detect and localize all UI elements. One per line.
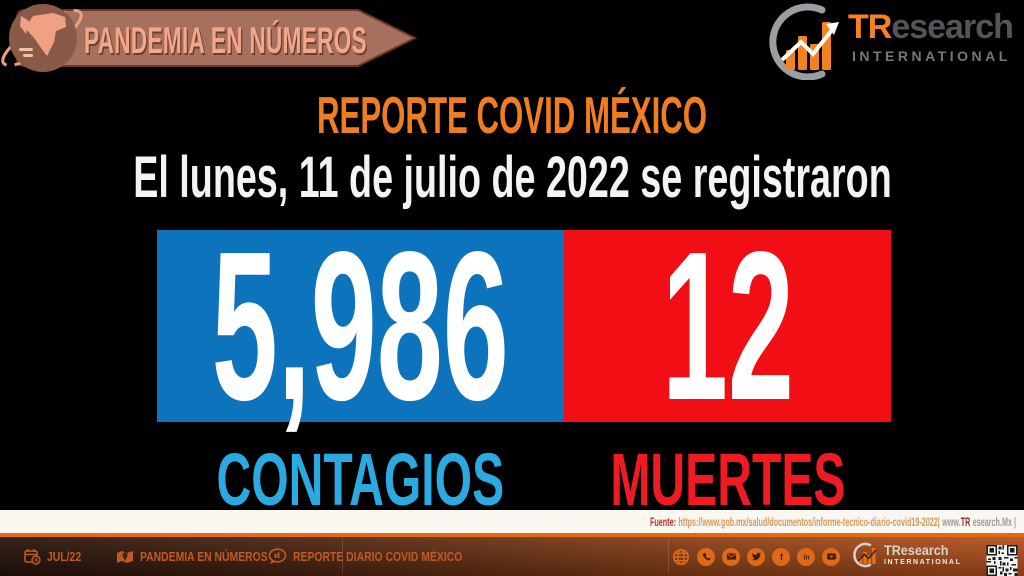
brand-subtitle: INTERNATIONAL — [852, 48, 1011, 64]
source-label: Fuente: — [650, 514, 677, 529]
footer-report-group: REPORTE DIARIO COVID MÉXICO — [268, 537, 505, 576]
footer-report-name: REPORTE DIARIO COVID MÉXICO — [293, 549, 463, 564]
contagios-label: CONTAGIOS — [216, 437, 505, 521]
speech-bubble-icon — [268, 548, 287, 564]
muertes-label-row: MUERTES — [564, 438, 891, 521]
svg-text:f: f — [780, 552, 783, 562]
map-pin-icon — [117, 550, 133, 563]
report-date-line: El lunes, 11 de julio de 2022 se registr… — [132, 145, 892, 210]
footer-program-group: PANDEMIA EN NÚMEROS — [116, 537, 300, 576]
svg-text:in: in — [803, 554, 809, 561]
footer-brand-name: TResearch — [884, 542, 949, 558]
facebook-icon[interactable]: f — [772, 547, 790, 566]
footer-bar: JUL/22 PANDEMIA EN NÚMEROS REPORTE DIARI… — [0, 537, 1024, 576]
muertes-label: MUERTES — [609, 437, 846, 521]
brand-chart-icon — [769, 3, 839, 80]
footer-brand-chart-icon — [853, 542, 877, 568]
calendar-clock-icon — [24, 549, 41, 565]
source-strip: Fuente: https://www.gob.mx/salud/document… — [0, 510, 1024, 533]
page-title: REPORTE COVID MÉXICO — [316, 87, 708, 145]
footer-seam — [342, 539, 343, 574]
linkedin-icon[interactable]: in — [797, 547, 815, 566]
social-icons: f in — [672, 537, 840, 576]
youtube-icon[interactable] — [822, 547, 840, 566]
footer-program: PANDEMIA EN NÚMEROS — [140, 549, 268, 564]
contagios-value-box: 5,986 — [157, 207, 564, 444]
footer-date: JUL/22 — [47, 549, 82, 564]
email-icon[interactable] — [722, 547, 740, 566]
source-url: https://www.gob.mx/salud/documentos/info… — [678, 514, 940, 529]
muertes-value-box: 12 — [564, 207, 891, 444]
contagios-value: 5,986 — [211, 207, 510, 444]
globe-icon[interactable] — [672, 548, 690, 566]
contagios-label-row: CONTAGIOS — [157, 438, 564, 521]
muertes-value: 12 — [661, 207, 794, 444]
phone-icon[interactable] — [697, 547, 715, 566]
qr-code — [986, 545, 1018, 576]
source-site-brand: TR — [960, 514, 971, 529]
badge-title: PANDEMIA EN NÚMEROS — [84, 20, 367, 61]
footer-seam — [668, 539, 669, 574]
footer-brand-subtitle: INTERNATIONAL — [884, 559, 962, 566]
twitter-icon[interactable] — [747, 547, 765, 566]
brand-name: TResearch — [848, 8, 1014, 46]
footer-date-group: JUL/22 — [24, 537, 90, 576]
footer-brand-logo: TResearch INTERNATIONAL — [852, 542, 961, 568]
source-site-prefix: www. — [942, 514, 961, 529]
source-site-rest: esearch.Mx | — [972, 514, 1016, 529]
brand-logo: TResearch INTERNATIONAL — [764, 2, 1020, 82]
mexico-globe-icon — [9, 4, 77, 72]
divider — [0, 533, 1024, 537]
